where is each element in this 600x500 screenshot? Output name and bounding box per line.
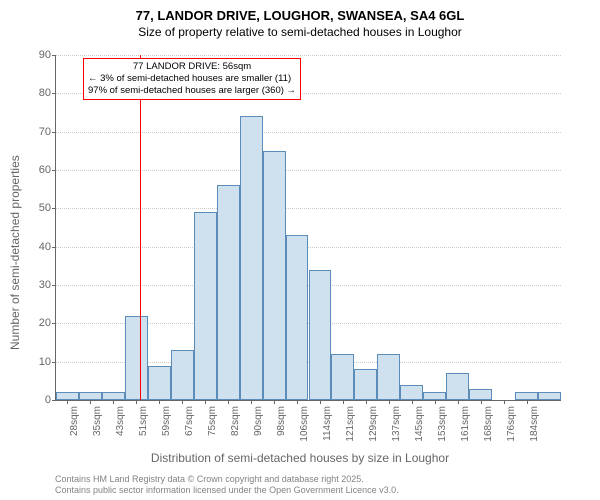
xtick-label: 106sqm [299,400,310,442]
ytick-label: 0 [45,394,56,406]
xtick-label: 184sqm [529,400,540,442]
histogram-bar [446,373,469,400]
ytick-label: 50 [39,202,56,214]
xtick-mark [297,400,298,404]
xtick-label: 67sqm [184,400,195,436]
ytick-label: 40 [39,241,56,253]
xtick-label: 114sqm [322,400,333,441]
xtick-mark [527,400,528,404]
xtick-label: 129sqm [368,400,379,442]
histogram-bar [171,350,194,400]
chart-title: 77, LANDOR DRIVE, LOUGHOR, SWANSEA, SA4 … [0,0,600,25]
xtick-label: 75sqm [207,400,218,436]
xtick-mark [251,400,252,404]
gridline [56,170,561,171]
histogram-bar [377,354,400,400]
xtick-label: 137sqm [391,400,402,442]
xtick-mark [228,400,229,404]
histogram-bar [331,354,354,400]
histogram-bar [79,392,102,400]
xtick-label: 98sqm [276,400,287,436]
xtick-mark [481,400,482,404]
xtick-mark [343,400,344,404]
histogram-bar [286,235,309,400]
xtick-label: 145sqm [414,400,425,442]
plot-area: 010203040506070809028sqm35sqm43sqm51sqm5… [55,55,561,401]
xtick-label: 168sqm [483,400,494,442]
xtick-label: 82sqm [230,400,241,436]
xtick-mark [435,400,436,404]
xtick-mark [366,400,367,404]
ytick-label: 70 [39,126,56,138]
gridline [56,208,561,209]
x-axis-label: Distribution of semi-detached houses by … [0,451,600,465]
ytick-label: 60 [39,164,56,176]
histogram-bar [125,316,148,400]
gridline [56,55,561,56]
ytick-label: 30 [39,279,56,291]
xtick-mark [412,400,413,404]
gridline [56,132,561,133]
annotation-line: 77 LANDOR DRIVE: 56sqm [88,61,296,73]
histogram-bar [102,392,125,400]
histogram-bar [148,366,171,401]
histogram-bar [400,385,423,400]
xtick-label: 153sqm [437,400,448,442]
xtick-mark [320,400,321,404]
ytick-label: 90 [39,49,56,61]
annotation-box: 77 LANDOR DRIVE: 56sqm← 3% of semi-detac… [83,58,301,100]
annotation-line: 97% of semi-detached houses are larger (… [88,85,296,97]
xtick-label: 28sqm [69,400,80,436]
histogram-bar [194,212,217,400]
ytick-label: 10 [39,356,56,368]
gridline [56,247,561,248]
xtick-label: 43sqm [115,400,126,436]
histogram-bar [354,369,377,400]
xtick-label: 90sqm [253,400,264,436]
xtick-mark [274,400,275,404]
xtick-label: 35sqm [92,400,103,436]
annotation-line: ← 3% of semi-detached houses are smaller… [88,73,296,85]
histogram-bar [538,392,561,400]
chart-subtitle: Size of property relative to semi-detach… [0,25,600,43]
y-axis-label: Number of semi-detached properties [8,55,22,250]
histogram-bar [469,389,492,401]
attribution-text: Contains HM Land Registry data © Crown c… [55,474,399,497]
histogram-bar [423,392,446,400]
xtick-label: 176sqm [506,400,517,442]
histogram-bar [309,270,332,400]
histogram-bar [217,185,240,400]
ytick-label: 80 [39,87,56,99]
ytick-label: 20 [39,317,56,329]
xtick-label: 51sqm [138,400,149,436]
xtick-mark [504,400,505,404]
histogram-bar [240,116,263,400]
xtick-label: 121sqm [345,400,356,442]
xtick-mark [389,400,390,404]
histogram-bar [263,151,286,400]
xtick-label: 161sqm [460,400,471,442]
histogram-bar [56,392,79,400]
chart-container: 77, LANDOR DRIVE, LOUGHOR, SWANSEA, SA4 … [0,0,600,500]
histogram-bar [515,392,538,400]
reference-line [140,55,141,400]
xtick-mark [458,400,459,404]
xtick-label: 59sqm [161,400,172,436]
